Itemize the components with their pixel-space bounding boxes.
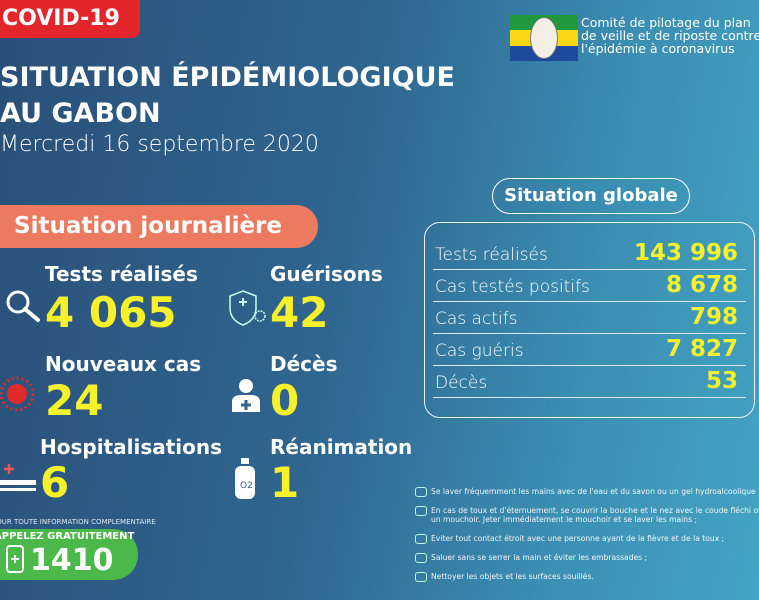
stat-value: 24 xyxy=(45,376,104,425)
handwash-icon xyxy=(415,487,427,497)
info-text: POUR TOUTE INFORMATION COMPLEMENTAIRE xyxy=(0,518,156,526)
advice-item: En cas de toux et d'éternuement, se couv… xyxy=(415,506,759,516)
no-handshake-icon xyxy=(415,553,427,563)
covid-tag: COVID-19 xyxy=(0,0,140,38)
svg-text:O2: O2 xyxy=(240,481,253,491)
oxygen-tank-icon: O2 xyxy=(235,458,255,499)
hotline-call-text: APPELEZ GRATUITEMENT xyxy=(0,531,135,542)
committee-line: l'épidémie à coronavirus xyxy=(581,41,735,56)
person-cross-icon xyxy=(232,379,260,412)
seal-icon xyxy=(530,17,558,59)
table-row: Cas guéris 7 827 xyxy=(433,335,746,366)
table-row: Décès 53 xyxy=(433,367,746,398)
hotline-number: 1410 xyxy=(30,543,114,578)
row-value: 8 678 xyxy=(665,272,738,298)
search-icon xyxy=(6,290,40,322)
hotline-badge[interactable]: APPELEZ GRATUITEMENT 1410 xyxy=(0,529,138,580)
cleaning-icon xyxy=(415,572,427,582)
stat-value: 42 xyxy=(270,288,329,337)
committee-name: Comité de pilotage du plan de veille et … xyxy=(581,16,759,55)
row-label: Cas guéris xyxy=(435,341,524,361)
advice-item: Éviter tout contact étroit avec une pers… xyxy=(415,534,724,544)
table-row: Cas testés positifs 8 678 xyxy=(433,271,746,302)
row-label: Tests réalisés xyxy=(435,245,548,265)
phone-icon xyxy=(6,545,24,573)
daily-section-title: Situation journalière xyxy=(0,205,318,248)
committee-line: de veille et de riposte contre xyxy=(581,28,759,43)
stat-label: Tests réalisés xyxy=(45,262,198,286)
row-label: Cas actifs xyxy=(435,309,518,329)
table-row: Tests réalisés 143 996 xyxy=(433,239,746,270)
virus-icon xyxy=(0,376,35,412)
row-label: Décès xyxy=(435,373,488,393)
advice-item: Saluer sans se serrer la main et éviter … xyxy=(415,553,647,563)
stat-value: 4 065 xyxy=(45,288,177,337)
global-stats-table: Tests réalisés 143 996 Cas testés positif… xyxy=(424,222,755,418)
stat-value: 0 xyxy=(270,376,300,425)
shield-cross-icon xyxy=(229,290,266,326)
stat-label: Réanimation xyxy=(270,435,413,459)
advice-item: Se laver fréquemment les mains avec de l… xyxy=(415,487,759,497)
page-title: SITUATION ÉPIDÉMIOLOGIQUE xyxy=(0,62,455,93)
page-title-line2: AU GABON xyxy=(0,98,161,129)
report-date: Mercredi 16 septembre 2020 xyxy=(0,132,319,157)
table-row: Cas actifs 798 xyxy=(433,303,746,334)
stat-value: 6 xyxy=(40,458,70,507)
committee-line: Comité de pilotage du plan xyxy=(581,15,751,30)
distance-icon xyxy=(415,534,427,544)
row-label: Cas testés positifs xyxy=(435,277,590,297)
stat-label: Nouveaux cas xyxy=(45,352,202,376)
advice-text: Nettoyer les objets et les surfaces soui… xyxy=(431,572,594,581)
advice-item: Nettoyer les objets et les surfaces soui… xyxy=(415,572,594,582)
advice-text: Éviter tout contact étroit avec une pers… xyxy=(431,534,725,543)
advice-text: En cas de toux et d'éternuement, se couv… xyxy=(431,506,759,515)
row-value: 7 827 xyxy=(665,336,738,362)
hospital-bed-icon xyxy=(0,464,36,491)
stat-label: Guérisons xyxy=(270,262,383,286)
gabon-flag-logo xyxy=(510,15,578,61)
row-value: 798 xyxy=(689,304,738,330)
stat-label: Décès xyxy=(270,352,338,376)
stat-label: Hospitalisations xyxy=(40,435,223,459)
cough-icon xyxy=(415,506,427,516)
advice-text: Se laver fréquemment les mains avec de l… xyxy=(431,487,759,496)
row-value: 143 996 xyxy=(633,240,738,266)
stat-value: 1 xyxy=(270,458,300,507)
advice-text: Saluer sans se serrer la main et éviter … xyxy=(431,553,648,562)
advice-item-cont: un mouchoir. Jeter immédiatement le mouc… xyxy=(431,515,698,524)
global-section-title: Situation globale xyxy=(492,178,690,214)
row-value: 53 xyxy=(705,368,738,394)
